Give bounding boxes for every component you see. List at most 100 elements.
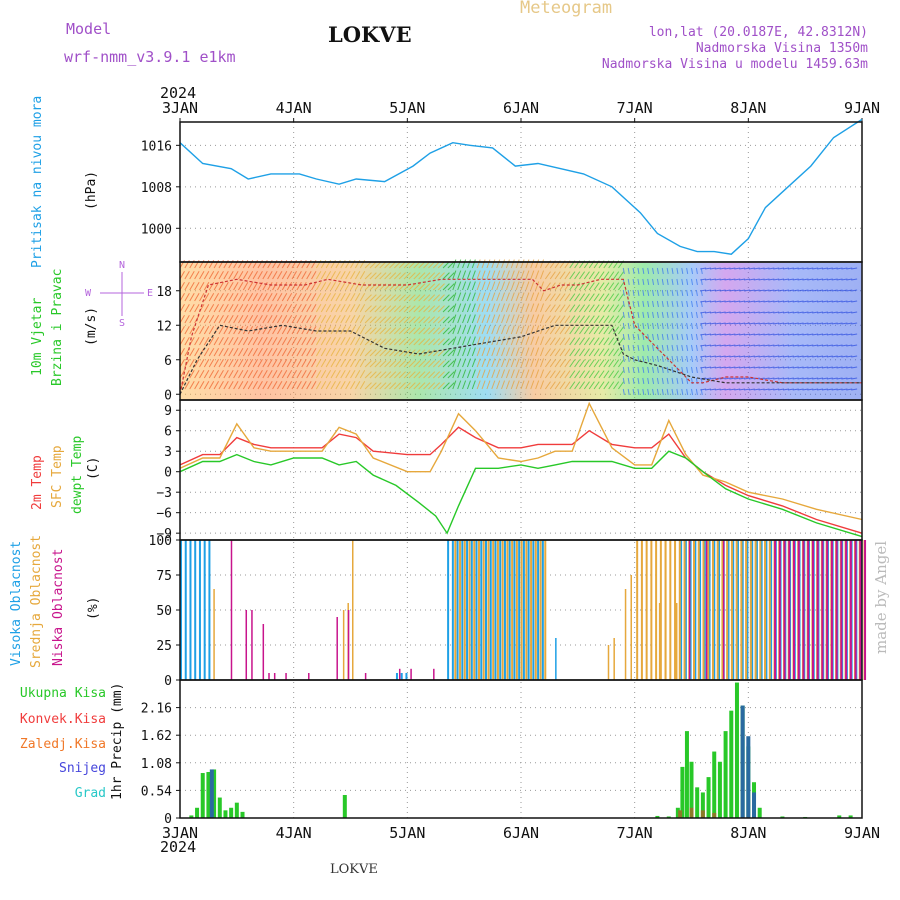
wind-barb [821, 333, 828, 336]
cloud-bar [830, 540, 833, 680]
wind-barb [627, 344, 630, 351]
wind-barb [428, 316, 436, 324]
wind-barb [714, 388, 721, 391]
wind-barb [554, 304, 561, 313]
wind-barb [622, 289, 625, 296]
wind-barb [826, 300, 833, 303]
wind-barb [709, 377, 716, 380]
wind-barb [763, 267, 770, 270]
wind-barb [642, 322, 645, 329]
wind-barb [476, 336, 481, 346]
wind-barb [525, 314, 530, 324]
wind-barb [437, 272, 445, 280]
y-tick-label: 18 [156, 285, 172, 300]
wind-barb [340, 336, 346, 346]
wind-barb [345, 292, 351, 302]
wind-barb [476, 281, 481, 291]
wind-barb [709, 333, 716, 336]
wind-barb [189, 270, 195, 280]
cloud-bar [189, 540, 192, 680]
wind-barb [792, 267, 799, 270]
wind-barb [647, 355, 650, 362]
wind-barb [686, 388, 689, 395]
wind-barb [325, 380, 332, 390]
wind-barb [325, 314, 332, 324]
wind-barb [782, 355, 790, 358]
wind-barb [208, 347, 215, 357]
wind-barb [281, 358, 288, 368]
wind-barb [208, 303, 215, 313]
wind-barb [457, 292, 462, 302]
wind-barb [466, 336, 471, 346]
wind-barb [281, 380, 288, 390]
wind-barb [452, 281, 457, 291]
cloud-bar [475, 540, 478, 680]
wind-barb [812, 366, 819, 369]
panel-frame [179, 679, 863, 819]
wind-barb [203, 325, 210, 335]
cloud-bar [213, 589, 215, 680]
wind-barb [535, 347, 540, 357]
wind-barb [296, 292, 302, 302]
wind-barb [486, 259, 491, 269]
wind-barb [238, 314, 244, 324]
wind-barb [753, 300, 760, 303]
wind-barb [242, 347, 249, 357]
wind-barb [652, 289, 655, 296]
wind-barb [379, 294, 387, 302]
wind-barb [817, 366, 824, 369]
wind-barb [233, 336, 239, 346]
wind-barb [340, 292, 346, 302]
wind-barb [520, 336, 525, 346]
wind-barb [276, 369, 283, 379]
wind-barb [583, 359, 590, 368]
wind-barb [734, 344, 741, 347]
wind-barb [647, 388, 650, 395]
wind-barb [462, 380, 467, 390]
wind-barb [267, 336, 273, 346]
wind-barb [704, 278, 712, 281]
cloud-bar [503, 540, 506, 680]
wind-barb [345, 325, 351, 335]
wind-barb [428, 338, 436, 346]
wind-barb [564, 293, 571, 302]
wind-barb [223, 347, 229, 357]
cloud-bar [487, 540, 490, 680]
wind-barb [389, 360, 397, 368]
wind-barb [691, 366, 694, 373]
wind-barb [846, 377, 853, 380]
wind-barb [452, 380, 457, 390]
wind-barb [608, 359, 615, 368]
precip-bar [189, 815, 194, 818]
wind-barb [189, 314, 195, 324]
wind-barb [773, 289, 780, 292]
wind-barb [632, 278, 635, 285]
wind-barb [228, 358, 234, 368]
wind-barb [836, 366, 843, 369]
wind-barb [564, 359, 571, 368]
precip-bar [680, 766, 685, 818]
wind-barb [535, 270, 540, 280]
wind-barb [218, 358, 224, 368]
cloud-bar [722, 540, 725, 680]
station-title: LOKVE [328, 22, 412, 47]
wind-barb [384, 349, 392, 357]
wind-barb [622, 311, 625, 318]
wind-barb [826, 377, 833, 380]
wind-barb [603, 381, 610, 390]
wind-barb [520, 369, 525, 379]
wind-barb [267, 270, 273, 280]
wind-barb [773, 311, 780, 314]
wind-barb [379, 316, 387, 324]
wind-barb [598, 315, 605, 324]
wind-barb [666, 300, 669, 307]
wind-barb [661, 388, 664, 395]
cloud-bar [811, 540, 814, 680]
wind-barb [476, 325, 481, 335]
wind-barb [836, 300, 843, 303]
wind-barb [413, 338, 421, 346]
wind-barb [549, 293, 556, 302]
wind-barb [194, 281, 200, 291]
cloud-bar [364, 673, 367, 680]
precip-bar [752, 792, 757, 818]
